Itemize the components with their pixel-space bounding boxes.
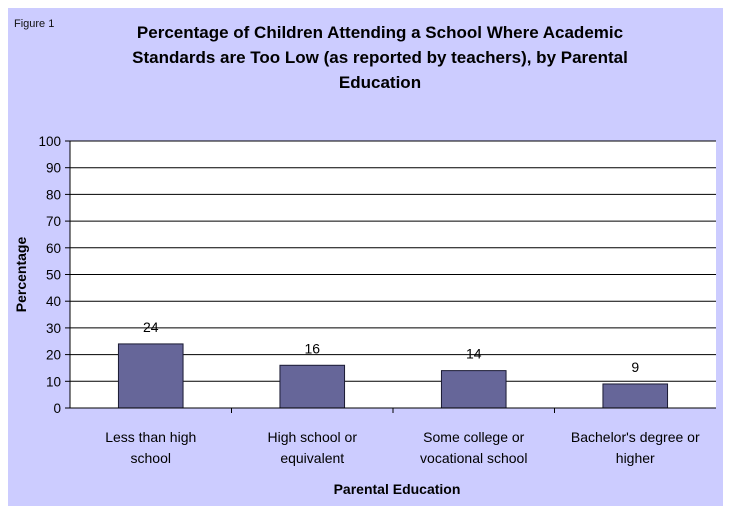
- data-label: 9: [631, 359, 639, 375]
- data-label: 24: [143, 319, 159, 335]
- figure-label: Figure 1: [14, 18, 55, 30]
- y-tick-label: 100: [38, 134, 61, 149]
- y-tick-label: 80: [46, 187, 61, 202]
- chart-title: Percentage of Children Attending a Schoo…: [132, 23, 628, 92]
- y-tick-label: 70: [46, 214, 61, 229]
- bar: [440, 370, 507, 409]
- x-axis-title: Parental Education: [334, 481, 461, 497]
- y-tick-label: 30: [46, 321, 61, 336]
- data-label: 14: [466, 346, 482, 362]
- y-axis-title: Percentage: [13, 237, 29, 313]
- y-tick-label: 20: [46, 348, 61, 363]
- x-category-label: Less than high school: [105, 429, 196, 466]
- x-axis-categories: Less than high school High school or equiva…: [105, 408, 700, 466]
- y-tick-label: 10: [46, 374, 61, 389]
- y-tick-label: 60: [46, 241, 61, 256]
- y-tick-label: 50: [46, 268, 61, 283]
- data-labels: 24 16 14 9: [143, 319, 639, 375]
- bar: [602, 383, 669, 409]
- x-category-label: Bachelor's degree or higher: [571, 429, 700, 466]
- bars: [117, 343, 669, 409]
- y-tick-label: 40: [46, 294, 61, 309]
- bar: [117, 343, 184, 409]
- bar: [279, 364, 346, 409]
- y-tick-label: 90: [46, 161, 61, 176]
- y-tick-label: 0: [53, 401, 61, 416]
- y-axis-ticks: 0 10 20 30 40 50 60 70 80 90 100: [38, 134, 70, 416]
- x-category-label: Some college or vocational school: [420, 429, 527, 466]
- x-category-label: High school or equivalent: [268, 429, 358, 466]
- data-label: 16: [304, 340, 320, 356]
